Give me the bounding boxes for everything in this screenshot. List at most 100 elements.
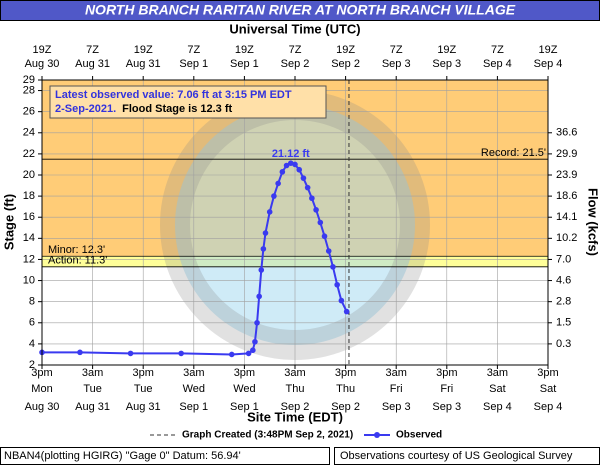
x2-tick-label: Aug 31 [75,58,110,70]
x2-axis-title: Universal Time (UTC) [229,21,360,36]
footer-right: Observations courtesy of US Geological S… [340,450,573,462]
y-tick-label: 4 [29,338,35,350]
x-tick-label: Tue [134,383,153,395]
x2-tick-label: Aug 31 [126,58,161,70]
x2-tick-label: 19Z [437,44,456,56]
x-tick-label: Aug 31 [126,401,161,413]
x-tick-label: 3am [284,367,305,379]
data-point [127,350,134,357]
x-tick-label: Sep 1 [230,401,259,413]
x2-tick-label: 19Z [336,44,355,56]
y2-tick-label: 0.3 [556,338,571,350]
data-point [292,161,298,168]
x-tick-label: 3pm [436,367,457,379]
x2-tick-label: 7Z [491,44,504,56]
x-tick-label: Fri [440,383,453,395]
data-point [287,160,294,166]
x-tick-label: Fri [390,383,403,395]
y2-tick-label: 4.6 [556,274,571,286]
x-tick-label: Wed [183,383,205,395]
x-tick-label: Sat [540,383,557,395]
data-point [309,195,315,202]
plot-frame [41,79,549,366]
legend-label: Graph Created (3:48PM Sep 2, 2021) [182,430,353,441]
data-point [343,308,350,315]
x-tick-label: Sat [489,383,506,395]
x-tick-label: Aug 31 [75,401,110,413]
y2-tick-label: 1.5 [556,317,571,329]
x2-tick-label: 19Z [134,44,153,56]
data-point [77,349,83,356]
x-tick-label: Tue [83,383,102,395]
data-point [260,246,267,252]
y2-tick-label: 23.9 [556,169,577,181]
data-point [178,350,184,357]
data-point [313,207,319,213]
y-tick-label: 10 [23,274,35,286]
x2-tick-label: 19Z [235,44,254,56]
x-tick-label: 3pm [335,367,356,379]
data-point [321,233,328,240]
chart-title: NORTH BRANCH RARITAN RIVER AT NORTH BRAN… [85,2,516,18]
x-tick-label: 3pm [537,367,558,379]
x-tick-label: 3am [82,367,103,379]
data-point [283,162,290,169]
data-point [296,166,303,173]
y-tick-label: 20 [23,169,35,181]
y2-tick-label: 18.6 [556,190,577,202]
data-point [271,193,277,199]
x-tick-label: Sep 4 [534,401,563,413]
data-point [325,248,332,254]
x2-tick-label: 7Z [187,44,200,56]
y-tick-label: 26 [23,106,35,118]
x2-tick-label: Sep 1 [230,58,259,70]
data-point [258,267,265,273]
data-point [304,184,311,191]
y-tick-label: 29 [23,74,35,86]
x2-tick-label: Sep 3 [382,58,411,70]
data-point [254,319,260,326]
data-point [256,293,262,300]
y-tick-label: 2 [29,359,35,371]
data-point [330,264,336,270]
legend-swatch [374,432,380,438]
x2-tick-label: Sep 1 [179,58,208,70]
data-point [252,338,258,345]
x-tick-label: 3pm [31,367,52,379]
x-tick-label: Sep 3 [432,401,461,413]
data-point [300,175,307,181]
y2-tick-label: 14.1 [556,211,577,223]
data-point [245,350,252,357]
y2-tick-label: 29.9 [556,148,577,160]
threshold-label: Record: 21.5' [481,147,546,159]
x-tick-label: Wed [233,383,255,395]
data-point [317,219,324,226]
x2-tick-label: Sep 4 [534,58,563,70]
y2-tick-label: 2.8 [556,296,571,308]
x-tick-label: 3am [183,367,204,379]
y-axis-title: Stage (ft) [1,194,16,250]
y-tick-label: 18 [23,190,35,202]
y-tick-label: 12 [23,253,35,265]
x-tick-label: Sep 3 [382,401,411,413]
data-point [279,169,286,175]
y-tick-label: 22 [23,148,35,160]
x2-tick-label: 7Z [86,44,99,56]
x-tick-label: Aug 30 [25,401,60,413]
x-tick-label: Sep 1 [179,401,208,413]
y2-axis-title: Flow (kcfs) [586,188,600,256]
info-date: 2-Sep-2021. [55,103,116,115]
x2-tick-label: Sep 2 [281,58,310,70]
y2-tick-label: 7.0 [556,253,571,265]
data-point [228,351,235,358]
y-tick-label: 24 [23,127,35,139]
x-tick-label: Mon [31,383,52,395]
x2-tick-label: 7Z [390,44,403,56]
y-tick-label: 16 [23,211,35,223]
y-tick-label: 28 [23,84,35,96]
x2-tick-label: Aug 30 [25,58,60,70]
x2-tick-label: Sep 2 [331,58,360,70]
data-point [262,230,269,236]
y2-tick-label: 10.2 [556,232,577,244]
